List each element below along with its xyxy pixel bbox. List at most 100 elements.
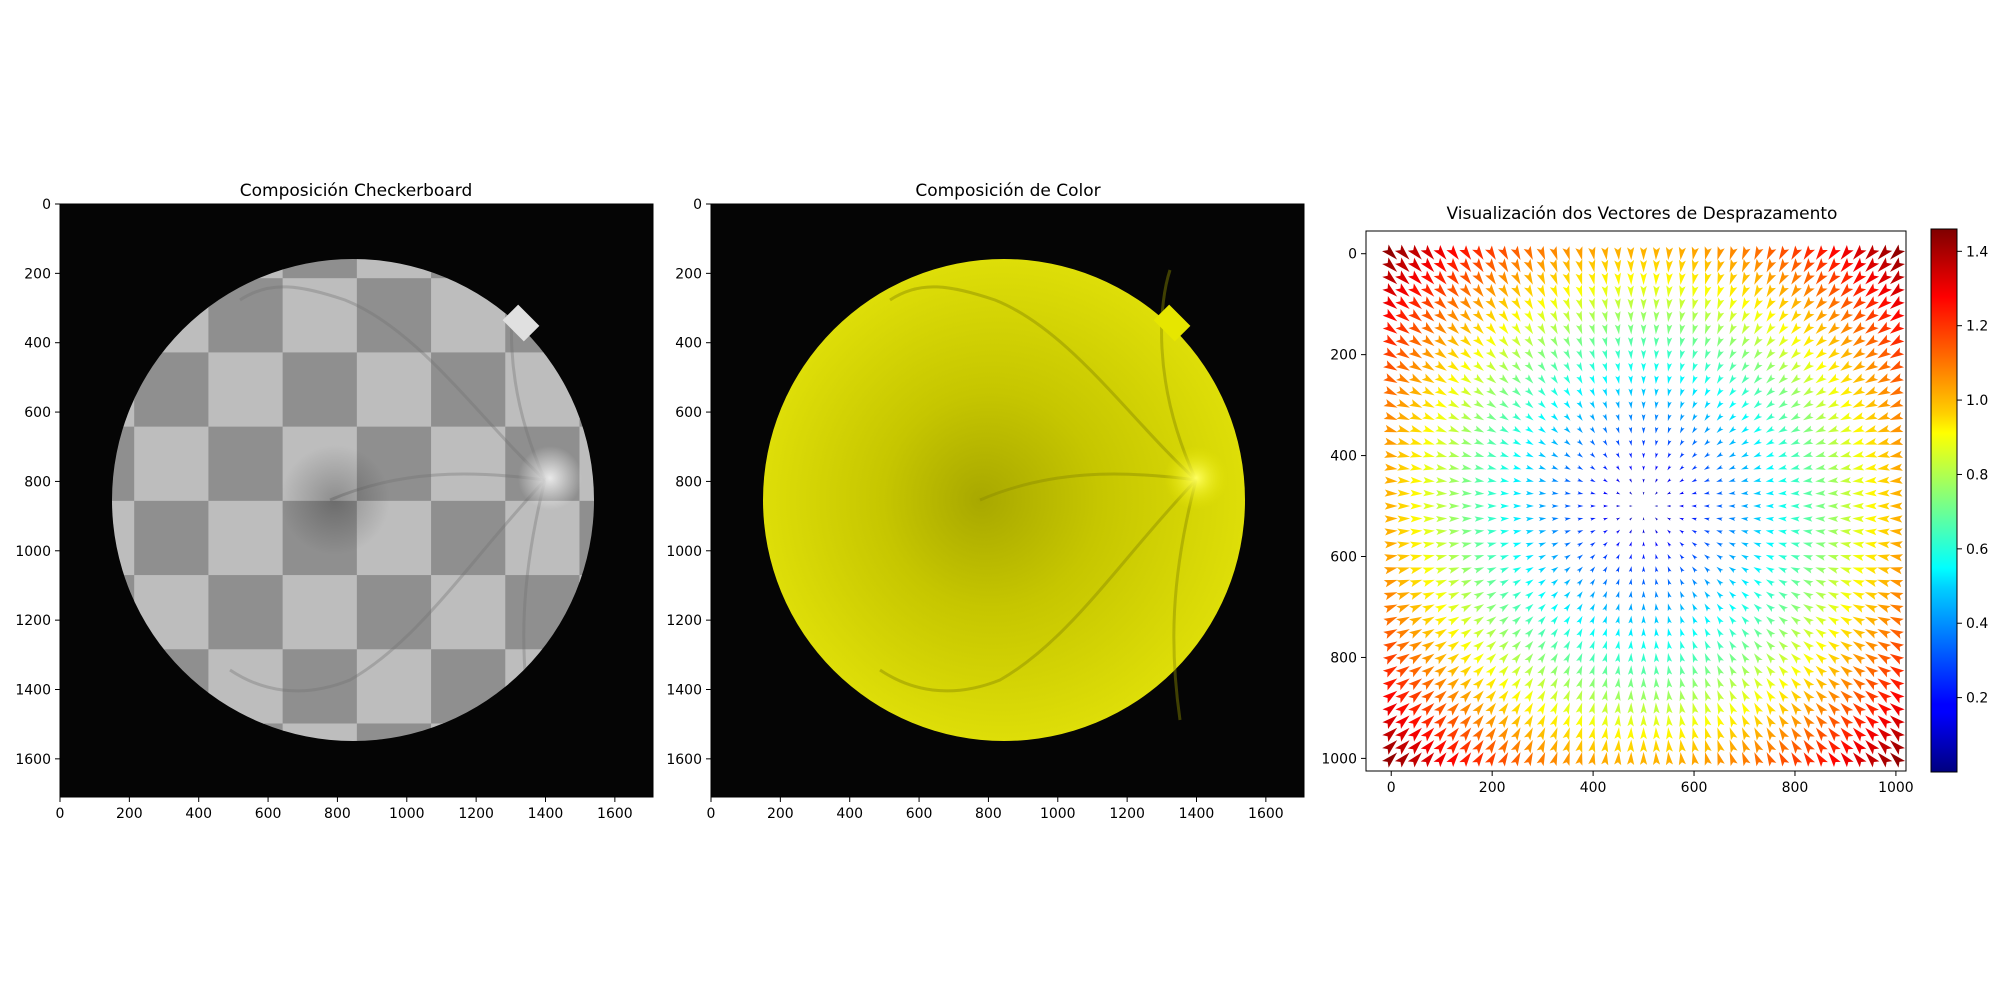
quiver-arrow — [1575, 751, 1583, 766]
quiver-arrow — [1729, 361, 1737, 372]
quiver-arrow — [1383, 386, 1398, 396]
quiver-arrow — [1498, 374, 1509, 384]
quiver-arrow — [1524, 653, 1534, 664]
quiver-arrow — [1575, 739, 1583, 753]
quiver-arrow — [1641, 414, 1646, 422]
quiver-arrow — [1383, 567, 1398, 575]
quiver-arrow — [1537, 374, 1546, 384]
quiver-arrow — [1691, 554, 1698, 560]
quiver-arrow — [1741, 348, 1750, 359]
quiver-arrow — [1691, 751, 1699, 766]
quiver-arrow — [1538, 530, 1547, 535]
quiver-arrow — [1421, 665, 1435, 678]
quiver-arrow — [1704, 615, 1711, 625]
quiver-arrow — [1536, 245, 1546, 261]
quiver-arrow — [1815, 641, 1827, 652]
checkerboard-image — [60, 204, 653, 797]
quiver-arrow — [1498, 296, 1509, 310]
quiver-arrow — [1717, 271, 1725, 285]
quiver-arrow — [1628, 478, 1632, 483]
quiver-arrow — [1461, 477, 1473, 483]
quiver-arrow — [1766, 752, 1777, 767]
x-tick-label: 1600 — [1248, 806, 1284, 822]
quiver-arrow — [1716, 603, 1724, 612]
quiver-arrow — [1667, 375, 1672, 385]
quiver-arrow — [1889, 592, 1904, 601]
quiver-arrow — [1589, 413, 1595, 421]
quiver-arrow — [1754, 322, 1763, 335]
quiver-arrow — [1524, 348, 1534, 359]
quiver-arrow — [1889, 360, 1905, 371]
quiver-arrow — [1704, 554, 1711, 560]
quiver-arrow — [1525, 567, 1534, 574]
checker-tile — [208, 352, 284, 428]
quiver-arrow — [1827, 425, 1840, 433]
quiver-arrow — [1485, 641, 1497, 651]
quiver-arrow — [1549, 258, 1558, 273]
quiver-arrow — [1679, 426, 1685, 434]
quiver-arrow — [1666, 702, 1673, 714]
quiver-arrow — [1815, 399, 1827, 408]
quiver-arrow — [1614, 272, 1621, 285]
quiver-arrow — [1704, 426, 1711, 434]
quiver-arrow — [1434, 386, 1448, 396]
quiver-arrow — [1538, 554, 1547, 561]
quiver-arrow — [1498, 628, 1509, 638]
quiver-arrow — [1498, 677, 1509, 690]
quiver-arrow — [1717, 665, 1725, 676]
quiver-arrow — [1827, 477, 1839, 484]
quiver-arrow — [1550, 690, 1558, 702]
quiver-arrow — [1498, 727, 1509, 741]
quiver-arrow — [1384, 554, 1398, 562]
quiver-arrow — [1640, 272, 1647, 285]
quiver-arrow — [1601, 323, 1608, 335]
quiver-arrow — [1523, 739, 1533, 754]
quiver-arrow — [1852, 399, 1866, 408]
quiver-arrow — [1889, 308, 1905, 322]
quiver-arrow — [1729, 677, 1738, 689]
quiver-arrow — [1421, 322, 1435, 334]
quiver-arrow — [1753, 579, 1763, 587]
quiver-arrow — [1461, 503, 1473, 509]
quiver-arrow — [1588, 310, 1595, 323]
quiver-arrow — [1815, 283, 1828, 297]
quiver-arrow — [1864, 373, 1879, 384]
quiver-arrow — [1511, 640, 1521, 651]
quiver-arrow — [1614, 246, 1622, 261]
quiver-arrow — [1679, 529, 1685, 534]
quiver-arrow — [1409, 541, 1423, 549]
quiver-arrow — [1642, 478, 1645, 483]
quiver-arrow — [1511, 309, 1521, 322]
quiver-arrow — [1487, 516, 1497, 522]
quiver-arrow — [1889, 616, 1904, 626]
quiver-arrows — [1382, 244, 1906, 768]
quiver-arrow — [1889, 653, 1905, 665]
quiver-arrow — [1679, 690, 1686, 702]
quiver-arrow — [1628, 628, 1633, 637]
quiver-arrow — [1741, 616, 1750, 625]
quiver-arrow — [1473, 567, 1485, 574]
quiver-arrow — [1765, 603, 1776, 613]
quiver-arrow — [1852, 727, 1867, 742]
quiver-arrow — [1827, 516, 1839, 522]
quiver-arrow — [1827, 579, 1840, 587]
quiver-arrow — [1499, 567, 1510, 574]
quiver-arrow — [1852, 641, 1866, 652]
quiver-arrow — [1474, 464, 1485, 470]
quiver-arrow — [1666, 311, 1673, 323]
y-tick-label: 1000 — [1321, 751, 1357, 767]
quiver-arrow — [1790, 665, 1802, 677]
quiver-arrow — [1422, 554, 1435, 562]
quiver-arrow — [1563, 361, 1571, 372]
quiver-arrow — [1434, 653, 1447, 665]
quiver-arrow — [1889, 515, 1903, 523]
quiver-arrow — [1877, 740, 1893, 755]
quiver-arrow — [1803, 399, 1814, 408]
quiver-arrow — [1448, 503, 1460, 509]
quiver-arrow — [1889, 424, 1904, 433]
quiver-arrow — [1601, 310, 1608, 323]
x-tick-label: 400 — [1580, 780, 1607, 796]
quiver-arrow — [1473, 438, 1485, 445]
quiver-arrow — [1602, 517, 1609, 521]
quiver-arrow — [1383, 592, 1398, 601]
